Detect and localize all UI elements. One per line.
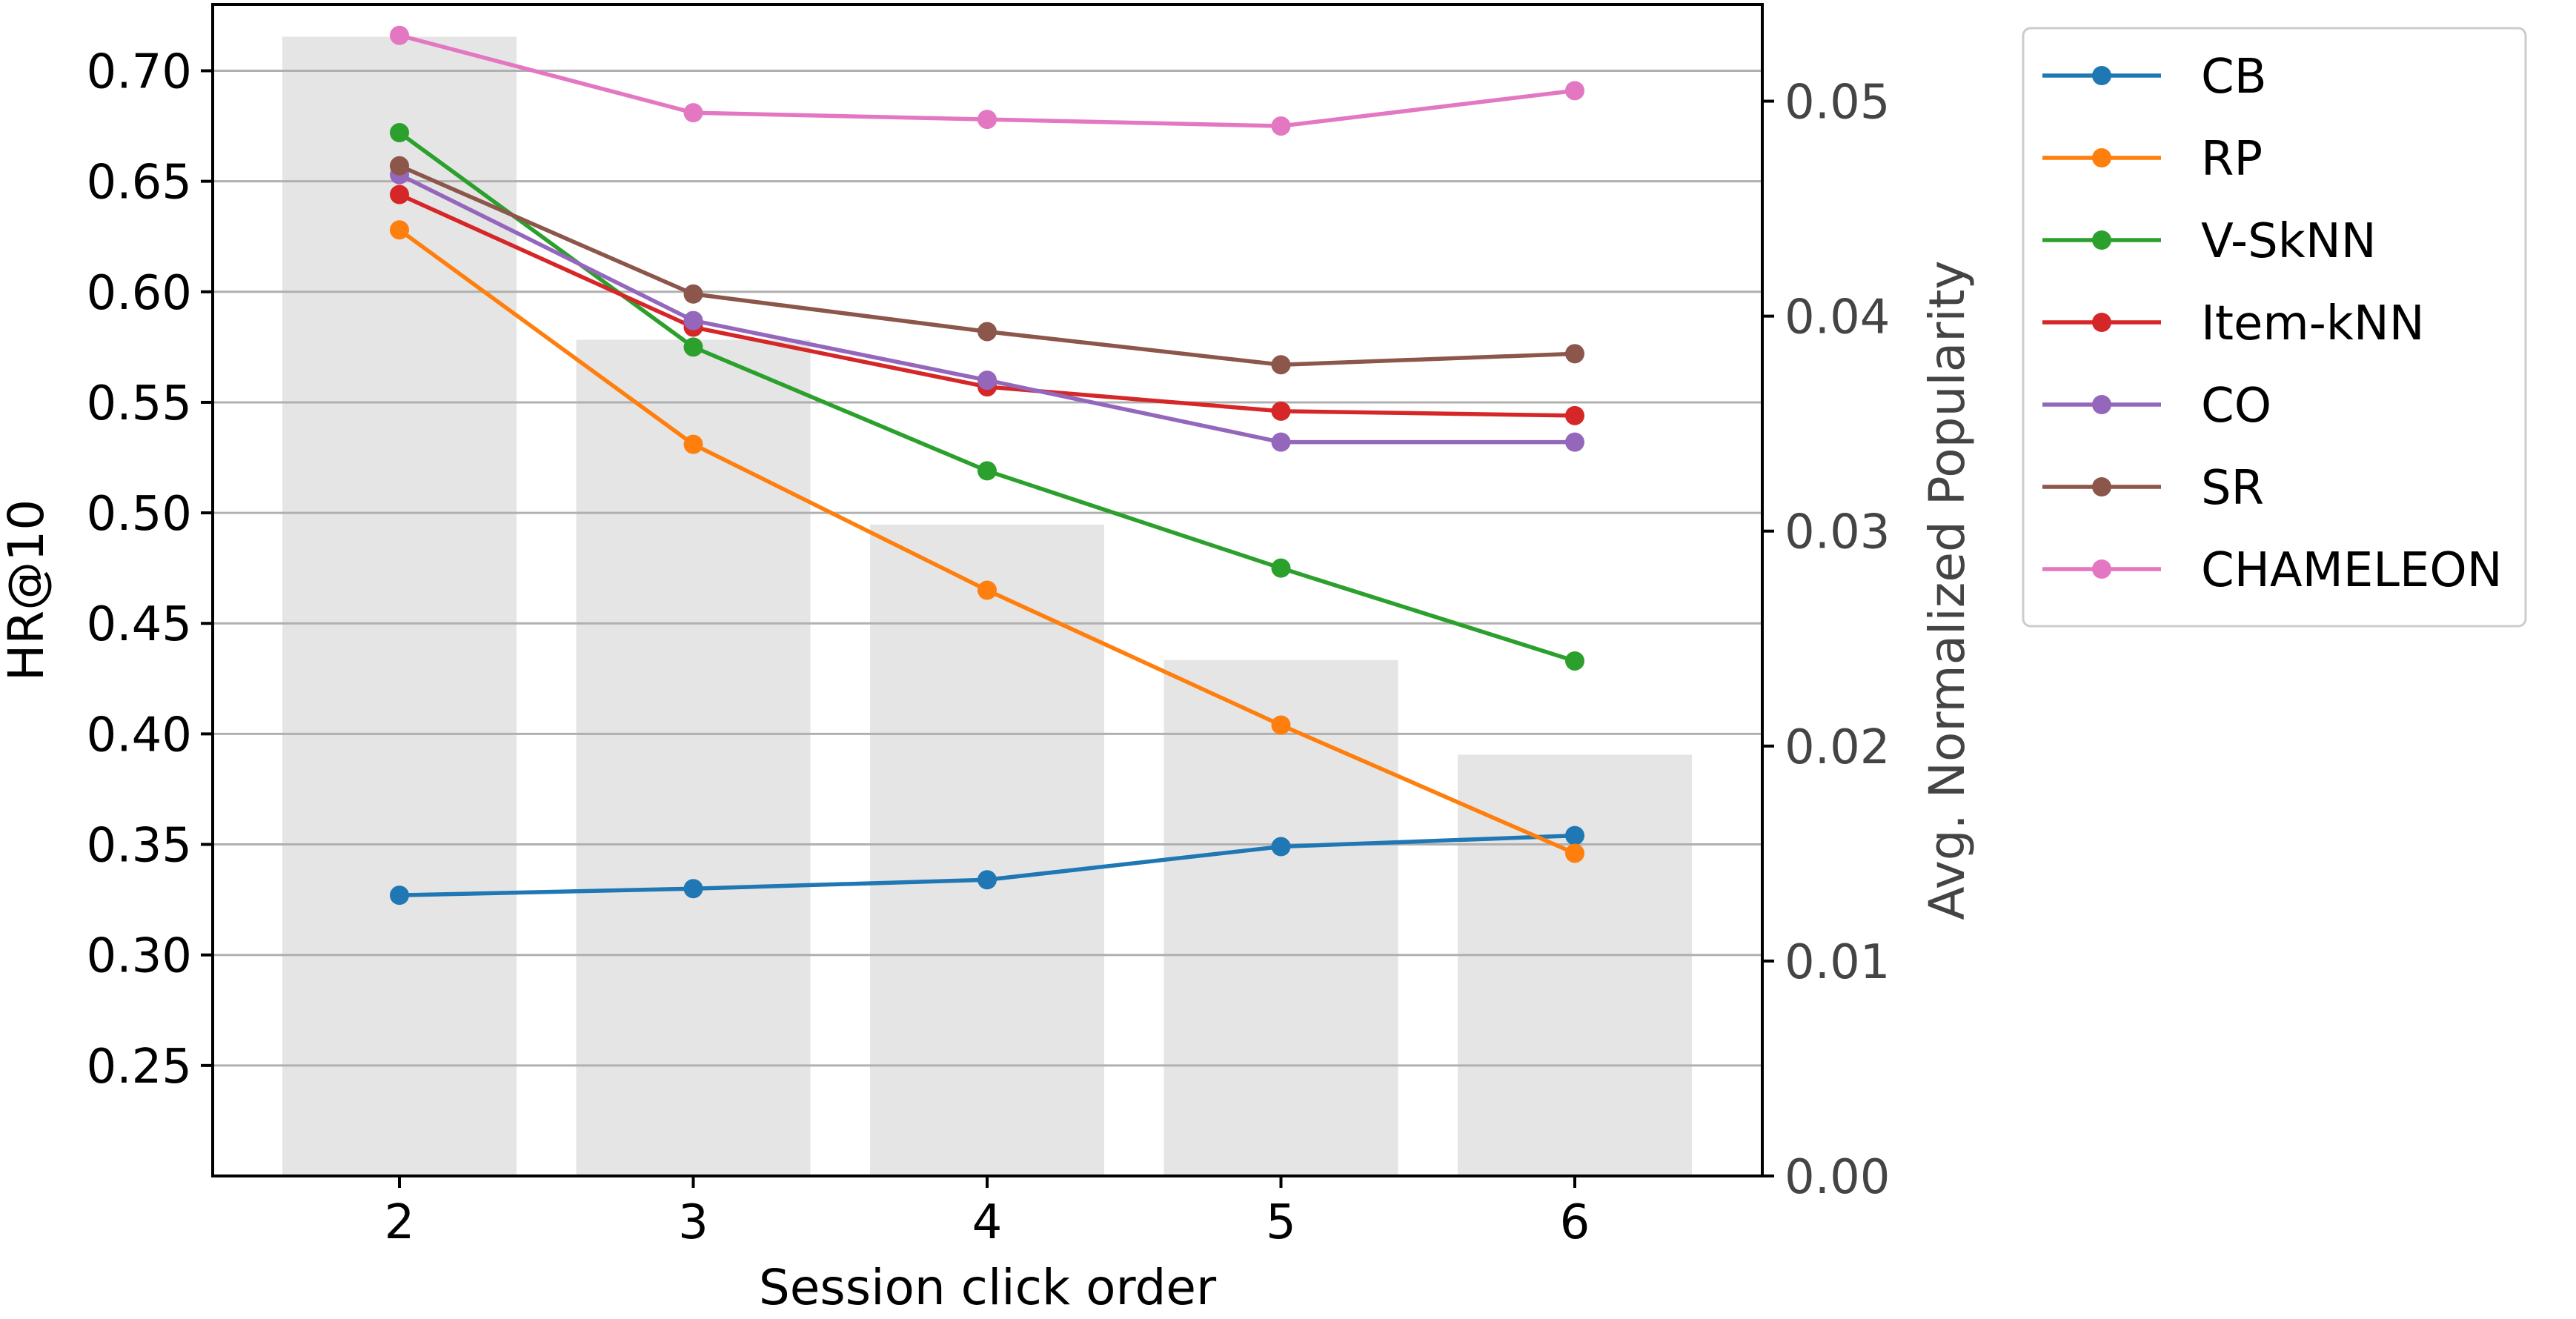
data-point [1271, 432, 1291, 452]
y-tick-label: 0.40 [87, 708, 193, 763]
series-co [390, 165, 1584, 452]
y-tick-label: 0.50 [87, 487, 193, 542]
legend-item-v-sknn: V-SkNN [2042, 214, 2377, 269]
legend-item-rp: RP [2042, 132, 2263, 187]
data-point [1271, 558, 1291, 578]
bar-layer [282, 36, 1692, 1177]
y-tick-label: 0.25 [87, 1040, 193, 1094]
data-point [1565, 843, 1584, 863]
data-point [977, 371, 997, 391]
y-tick-label: 0.30 [87, 929, 193, 984]
data-point [1271, 116, 1291, 136]
legend-label: CB [2201, 50, 2267, 104]
y-right-tick-label: 0.05 [1785, 76, 1890, 130]
legend-item-cb: CB [2042, 50, 2267, 104]
y-right-tick-label: 0.00 [1785, 1150, 1890, 1205]
legend: CB RP V-SkNN Item-kNN CO SR CHAMELEON [2022, 27, 2527, 628]
y-tick-label: 0.60 [87, 266, 193, 321]
popularity-bar [282, 36, 517, 1176]
data-point [390, 220, 409, 240]
y-tick-label: 0.55 [87, 376, 193, 431]
series-sr [390, 156, 1584, 375]
legend-swatch-marker [2092, 313, 2111, 332]
series-cb [390, 825, 1584, 906]
legend-item-chameleon: CHAMELEON [2042, 543, 2503, 598]
legend-items: CB RP V-SkNN Item-kNN CO SR CHAMELEON [2042, 50, 2503, 598]
series-layer [390, 25, 1584, 906]
legend-item-sr: SR [2042, 461, 2264, 516]
popularity-bar [1163, 660, 1398, 1176]
data-point [977, 580, 997, 600]
legend-label: CHAMELEON [2201, 543, 2503, 598]
data-point [1565, 81, 1584, 101]
x-tick-label: 4 [972, 1195, 1003, 1250]
data-point [390, 156, 409, 176]
y-right-tick-label: 0.03 [1785, 505, 1890, 560]
legend-swatch-marker [2092, 477, 2111, 496]
legend-label: RP [2201, 132, 2263, 187]
legend-swatch-marker [2092, 66, 2111, 85]
y-tick-label: 0.65 [87, 156, 193, 210]
legend-label: Item-kNN [2201, 296, 2425, 351]
data-point [390, 123, 409, 143]
series-rp [390, 220, 1584, 863]
grid-layer [213, 69, 1762, 1067]
data-point [683, 337, 703, 357]
y-right-tick-label: 0.01 [1785, 935, 1890, 990]
legend-label: SR [2201, 461, 2264, 516]
y-right-tick-label: 0.04 [1785, 290, 1890, 345]
popularity-bar [870, 525, 1104, 1176]
legend-box [2022, 27, 2527, 628]
y-right-tick-label: 0.02 [1785, 720, 1890, 775]
y-tick-label: 0.35 [87, 819, 193, 874]
legend-item-co: CO [2042, 379, 2271, 433]
data-point [1271, 837, 1291, 857]
series-chameleon [390, 25, 1584, 136]
data-point [1565, 432, 1584, 452]
data-point [390, 185, 409, 205]
data-point [683, 434, 703, 454]
legend-swatch-marker [2092, 148, 2111, 167]
data-point [683, 310, 703, 330]
data-point [977, 461, 997, 481]
data-point [683, 879, 703, 899]
x-tick-label: 3 [678, 1195, 708, 1250]
data-point [1565, 825, 1584, 845]
axes-layer: 0.25 0.30 0.35 0.40 0.45 0.50 0.55 0.60 0.65 0.70… [87, 44, 1890, 1250]
y-axis-label: HR@10 [0, 499, 55, 681]
legend-item-item-knn: Item-kNN [2042, 296, 2425, 351]
x-axis-label: Session click order [759, 1259, 1217, 1316]
legend-swatch-marker [2092, 395, 2111, 414]
data-point [977, 870, 997, 890]
data-point [683, 284, 703, 304]
data-point [1271, 715, 1291, 735]
data-point [390, 25, 409, 45]
data-point [683, 103, 703, 123]
data-point [1271, 401, 1291, 421]
data-point [1565, 344, 1584, 364]
legend-label: V-SkNN [2201, 214, 2377, 269]
x-tick-label: 5 [1266, 1195, 1296, 1250]
data-point [1565, 651, 1584, 671]
legend-label: CO [2201, 379, 2271, 433]
legend-swatch-marker [2092, 559, 2111, 579]
legend-swatch-marker [2092, 230, 2111, 250]
popularity-bar [1458, 754, 1692, 1176]
x-tick-label: 6 [1560, 1195, 1590, 1250]
y-tick-label: 0.45 [87, 597, 193, 652]
data-point [1271, 355, 1291, 375]
data-point [1565, 405, 1584, 425]
x-tick-label: 2 [385, 1195, 415, 1250]
y-tick-label: 0.70 [87, 44, 193, 99]
data-point [390, 886, 409, 906]
popularity-bar [576, 339, 811, 1177]
data-point [977, 322, 997, 342]
y-axis-label-right: Avg. Normalized Popularity [1919, 260, 1976, 920]
data-point [977, 110, 997, 130]
series-v-sknn [390, 123, 1584, 671]
